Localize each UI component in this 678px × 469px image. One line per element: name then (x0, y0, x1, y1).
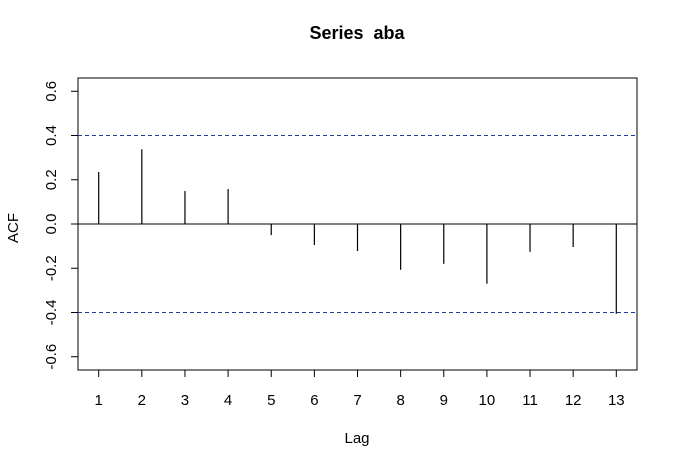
x-tick-label: 11 (522, 392, 538, 409)
x-tick-label: 6 (310, 392, 318, 409)
x-tick-label: 13 (608, 392, 625, 409)
y-tick-label: 0.6 (43, 81, 60, 102)
x-tick-label: 9 (440, 392, 448, 409)
y-tick-label: 0.4 (43, 125, 60, 146)
y-tick-label: -0.2 (43, 255, 60, 281)
x-tick-label: 12 (565, 392, 582, 409)
x-axis-label: Lag (344, 430, 369, 447)
x-tick-label: 5 (267, 392, 275, 409)
x-tick-label: 7 (353, 392, 361, 409)
y-tick-label: -0.4 (43, 300, 60, 326)
x-tick-label: 3 (181, 392, 189, 409)
y-axis-label: ACF (5, 213, 22, 243)
x-tick-label: 10 (479, 392, 496, 409)
chart-title: Series aba (309, 23, 405, 43)
x-tick-label: 1 (95, 392, 103, 409)
x-tick-label: 4 (224, 392, 232, 409)
x-tick-label: 8 (396, 392, 404, 409)
x-tick-label: 2 (138, 392, 146, 409)
y-tick-label: 0.0 (43, 214, 60, 235)
y-tick-label: 0.2 (43, 169, 60, 190)
y-tick-label: -0.6 (43, 344, 60, 370)
